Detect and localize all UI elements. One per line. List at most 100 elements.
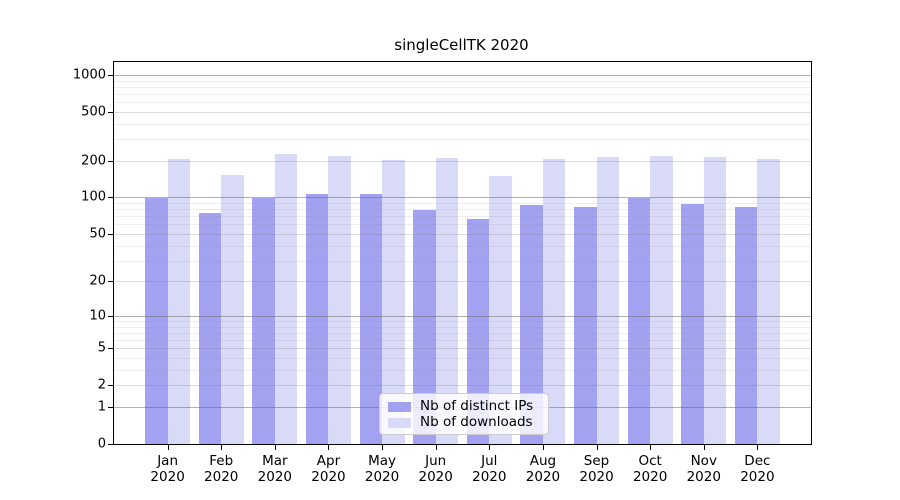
gridline-sub-300 <box>114 139 811 141</box>
bar-distinct-ips-dec <box>734 207 758 444</box>
bar-downloads-mar <box>274 153 298 444</box>
gridline-sub-30 <box>114 260 811 262</box>
x-tick-label-jul: Jul 2020 <box>472 453 507 485</box>
bar-downloads-feb <box>221 175 244 444</box>
bar-downloads-apr <box>328 155 351 444</box>
y-tick-10 <box>108 315 113 317</box>
y-tick-label-500: 500 <box>81 104 106 120</box>
x-tick-label-may: May 2020 <box>364 453 400 485</box>
gridline-minor-200 <box>114 160 811 162</box>
bar-distinct-ips-aug <box>520 204 543 444</box>
bar-distinct-ips-jul <box>466 218 490 444</box>
y-tick-5 <box>108 348 113 350</box>
bar-distinct-ips-sep <box>574 207 597 444</box>
y-tick-20 <box>108 281 113 283</box>
gridline-sub-40 <box>114 245 811 247</box>
legend: Nb of distinct IPs Nb of downloads <box>379 393 549 435</box>
x-tick-label-sep: Sep 2020 <box>579 453 614 485</box>
x-tick-aug <box>542 445 544 450</box>
gridline-minor-500 <box>114 111 811 113</box>
x-tick-label-mar: Mar 2020 <box>257 453 293 485</box>
y-tick-200 <box>108 160 113 162</box>
x-tick-jan <box>167 445 169 450</box>
x-tick-label-oct: Oct 2020 <box>632 453 668 485</box>
y-tick-2 <box>108 385 113 387</box>
gridline-sub-7 <box>114 332 811 334</box>
x-tick-may <box>382 445 384 450</box>
y-tick-label-5: 5 <box>97 340 106 356</box>
x-tick-label-feb: Feb 2020 <box>204 453 239 485</box>
bar-downloads-nov <box>703 157 727 444</box>
bar-distinct-ips-mar <box>252 198 275 444</box>
plot-area: 0 1 2 5 10 20 50 100 200 500 1000 Jan 2020 Feb 2020 M… <box>73 61 812 485</box>
x-tick-label-jan: Jan 2020 <box>150 453 185 485</box>
x-tick-label-jun: Jun 2020 <box>418 453 453 485</box>
bar-downloads-sep <box>596 157 620 444</box>
y-tick-50 <box>108 233 113 235</box>
gridline-sub-700 <box>114 93 811 95</box>
legend-label-downloads: Nb of downloads <box>420 414 533 430</box>
legend-item-distinct-ips: Nb of distinct IPs <box>388 399 540 414</box>
y-tick-label-50: 50 <box>89 226 106 242</box>
y-tick-label-1000: 1000 <box>72 67 106 83</box>
gridline-major-100 <box>114 197 811 199</box>
x-tick-nov <box>703 445 705 450</box>
legend-item-downloads: Nb of downloads <box>388 415 540 430</box>
x-tick-apr <box>328 445 330 450</box>
bar-distinct-ips-feb <box>198 213 222 444</box>
gridline-minor-2 <box>114 385 811 387</box>
gridline-sub-4 <box>114 358 811 360</box>
gridline-sub-9 <box>114 321 811 322</box>
bar-distinct-ips-apr <box>305 194 329 444</box>
y-tick-label-200: 200 <box>81 153 106 169</box>
bar-downloads-dec <box>757 159 780 444</box>
gridline-sub-3 <box>114 369 811 371</box>
x-tick-label-apr: Apr 2020 <box>311 453 346 485</box>
x-tick-mar <box>274 445 276 450</box>
bar-downloads-may <box>382 159 405 444</box>
gridline-sub-70 <box>114 216 811 218</box>
gridline-sub-60 <box>114 224 811 226</box>
x-tick-label-dec: Dec 2020 <box>740 453 775 485</box>
chart-title: singleCellTK 2020 <box>394 36 529 54</box>
y-tick-label-1: 1 <box>97 399 106 415</box>
gridline-sub-600 <box>114 102 811 104</box>
gridline-minor-20 <box>114 281 811 283</box>
gridline-sub-90 <box>114 203 811 205</box>
gridline-sub-400 <box>114 123 811 125</box>
gridline-minor-5 <box>114 348 811 350</box>
legend-swatch-downloads <box>388 417 411 428</box>
y-tick-500 <box>108 111 113 113</box>
y-tick-label-100: 100 <box>81 189 106 205</box>
y-tick-0 <box>108 444 113 445</box>
x-tick-feb <box>221 445 223 450</box>
x-tick-dec <box>757 445 759 450</box>
bar-downloads-oct <box>650 156 673 444</box>
x-tick-sep <box>596 445 598 450</box>
bar-distinct-ips-nov <box>681 204 704 444</box>
gridline-major-10 <box>114 315 811 317</box>
x-tick-label-aug: Aug 2020 <box>525 453 561 485</box>
x-tick-label-nov: Nov 2020 <box>686 453 721 485</box>
bar-distinct-ips-may <box>359 194 383 444</box>
gridline-major-1000 <box>114 74 811 76</box>
legend-swatch-distinct-ips <box>388 401 411 412</box>
x-tick-jun <box>435 445 437 450</box>
legend-label-distinct-ips: Nb of distinct IPs <box>420 398 534 414</box>
gridline-sub-8 <box>114 326 811 328</box>
bar-downloads-jan <box>167 158 191 444</box>
y-tick-1 <box>108 406 113 408</box>
gridline-sub-900 <box>114 80 811 82</box>
y-tick-label-20: 20 <box>89 273 106 289</box>
gridline-sub-800 <box>114 86 811 88</box>
y-tick-label-2: 2 <box>97 377 106 393</box>
bar-distinct-ips-oct <box>627 198 651 444</box>
y-tick-100 <box>108 197 113 199</box>
y-tick-label-0: 0 <box>97 436 106 452</box>
y-tick-label-10: 10 <box>89 308 106 324</box>
y-tick-1000 <box>108 74 113 76</box>
x-tick-oct <box>650 445 652 450</box>
bar-distinct-ips-jun <box>413 209 436 444</box>
bar-downloads-jul <box>489 176 512 444</box>
